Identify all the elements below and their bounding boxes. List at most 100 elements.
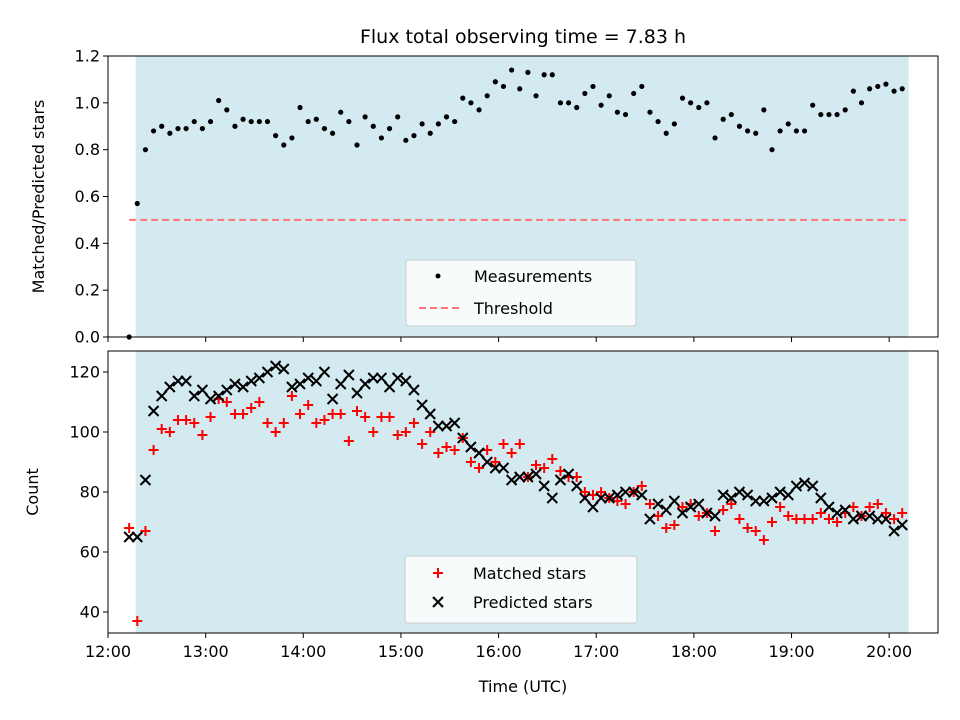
matched-stars-point bbox=[319, 415, 330, 425]
matched-stars-point bbox=[571, 472, 582, 482]
predicted-stars-point bbox=[774, 486, 786, 498]
matched-stars-point bbox=[384, 412, 395, 422]
predicted-stars-point bbox=[538, 480, 550, 492]
measurements-point bbox=[801, 128, 808, 134]
matched-stars-point bbox=[124, 523, 135, 533]
matched-stars-point bbox=[254, 397, 265, 407]
predicted-stars-point bbox=[123, 531, 135, 543]
measurements-point bbox=[712, 135, 718, 141]
matched-stars-point bbox=[238, 409, 249, 419]
matched-stars-point bbox=[360, 412, 371, 422]
measurements-point bbox=[631, 90, 637, 97]
legend-measurements-marker bbox=[435, 273, 441, 279]
predicted-stars-point bbox=[212, 390, 225, 402]
matched-stars-point bbox=[596, 487, 607, 497]
y-tick-label: 0.4 bbox=[75, 234, 100, 253]
matched-stars-point bbox=[148, 445, 159, 455]
predicted-stars-point bbox=[448, 417, 461, 429]
matched-stars-point bbox=[482, 445, 493, 455]
x-tick-label: 16:00 bbox=[476, 642, 522, 661]
predicted-stars-point bbox=[147, 405, 160, 417]
predicted-stars-point bbox=[400, 375, 412, 387]
predicted-stars-point bbox=[505, 474, 518, 486]
measurements-point bbox=[541, 72, 547, 78]
predicted-stars-point bbox=[351, 387, 363, 399]
measurements-point bbox=[858, 100, 865, 106]
predicted-stars-point bbox=[570, 480, 583, 492]
measurements-point bbox=[346, 118, 352, 125]
count-legend: Matched stars Predicted stars bbox=[404, 555, 638, 624]
matched-stars-point bbox=[897, 508, 908, 518]
predicted-stars-point bbox=[652, 498, 664, 510]
measurements-point bbox=[598, 102, 604, 108]
matched-stars-point bbox=[539, 463, 550, 473]
measurements-point bbox=[549, 72, 555, 78]
predicted-stars-point bbox=[155, 390, 168, 402]
matched-stars-point bbox=[612, 496, 623, 506]
measurements-point bbox=[191, 118, 197, 125]
matched-stars-point bbox=[531, 460, 542, 470]
predicted-stars-point bbox=[278, 363, 290, 375]
legend-measurements-label: Measurements bbox=[474, 267, 592, 286]
predicted-stars-point bbox=[888, 525, 900, 537]
predicted-stars-point bbox=[253, 372, 266, 384]
matched-stars-point bbox=[368, 427, 379, 437]
measurements-point bbox=[753, 130, 759, 136]
y-tick-label: 0.0 bbox=[75, 328, 100, 347]
predicted-stars-point bbox=[603, 492, 615, 504]
count-plot-area bbox=[123, 360, 908, 626]
ratio-panel: 0.0 0.2 0.4 0.6 0.8 1.0 1.2 Flux total observi… bbox=[29, 26, 939, 347]
measurements-point bbox=[403, 137, 409, 143]
predicted-stars-point bbox=[595, 492, 607, 504]
measurements-point bbox=[671, 121, 677, 127]
predicted-stars-point bbox=[530, 468, 542, 480]
predicted-stars-point bbox=[180, 375, 192, 387]
predicted-stars-point bbox=[627, 486, 640, 498]
measurements-point bbox=[704, 100, 710, 106]
measurements-point bbox=[891, 88, 897, 94]
y-tick-label: 0.2 bbox=[75, 281, 100, 300]
matched-stars-point bbox=[278, 418, 289, 428]
measurements-point bbox=[639, 83, 645, 90]
count-legend-box bbox=[404, 555, 638, 624]
matched-stars-point bbox=[767, 517, 777, 527]
measurements-point bbox=[509, 67, 515, 73]
predicted-stars-point bbox=[440, 420, 453, 432]
predicted-stars-point bbox=[359, 378, 371, 390]
predicted-stars-point bbox=[457, 432, 469, 444]
predicted-stars-point bbox=[782, 489, 794, 501]
matched-stars-point bbox=[506, 448, 517, 458]
measurements-point bbox=[867, 86, 873, 92]
matched-stars-point bbox=[490, 457, 501, 467]
predicted-stars-point bbox=[725, 492, 738, 504]
measurements-point bbox=[606, 93, 612, 99]
measurements-point bbox=[199, 125, 205, 132]
measurements-point bbox=[557, 100, 564, 106]
x-tick-label: 15:00 bbox=[378, 642, 424, 661]
measurements-point bbox=[842, 107, 848, 113]
measurements-point bbox=[614, 109, 620, 115]
measurements-point bbox=[500, 83, 507, 90]
measurements-point bbox=[273, 133, 279, 139]
measurements-point bbox=[525, 69, 531, 75]
ratio-axes: 0.0 0.2 0.4 0.6 0.8 1.0 1.2 bbox=[75, 47, 890, 347]
predicted-stars-point bbox=[318, 366, 331, 378]
matched-stars-point bbox=[189, 418, 200, 428]
legend-x-glyph bbox=[432, 596, 444, 608]
predicted-stars-point bbox=[196, 384, 209, 396]
matched-stars-point bbox=[677, 502, 688, 512]
matched-stars-point bbox=[547, 454, 558, 464]
legend-predicted-stars-label: Predicted stars bbox=[473, 593, 593, 612]
measurements-point bbox=[435, 121, 441, 127]
predicted-stars-point bbox=[684, 501, 697, 513]
matched-stars-point bbox=[417, 439, 428, 449]
predicted-stars-point bbox=[269, 360, 282, 372]
x-tick-label: 13:00 bbox=[183, 642, 229, 661]
predicted-stars-point bbox=[522, 471, 534, 483]
matched-stars-point bbox=[392, 430, 403, 440]
measurements-point bbox=[419, 121, 425, 127]
predicted-stars-point bbox=[326, 393, 339, 405]
y-tick-label: 60 bbox=[80, 543, 100, 562]
measurements-point bbox=[883, 81, 889, 87]
measurements-point bbox=[321, 125, 328, 132]
